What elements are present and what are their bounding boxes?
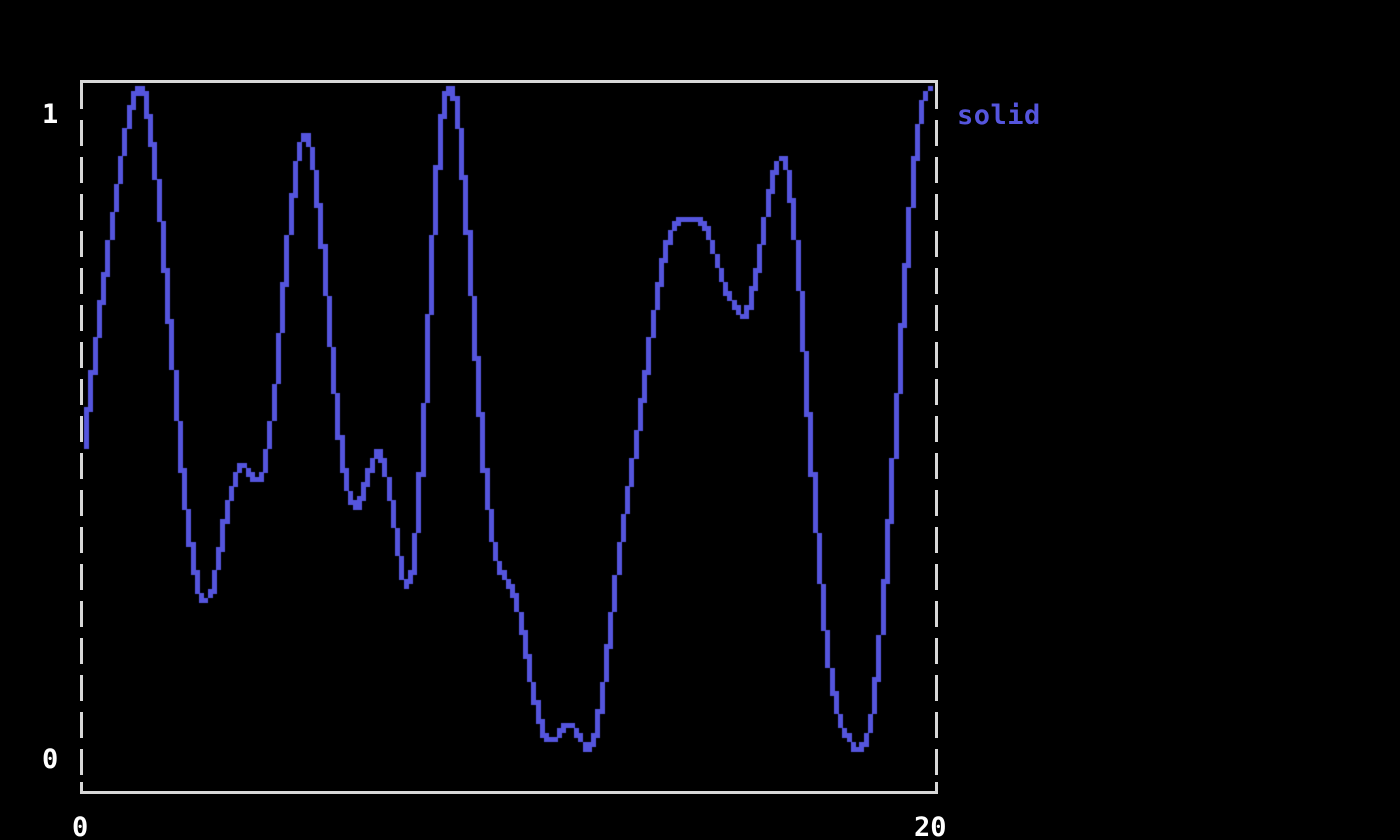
y-axis-max-tick-label: 1 xyxy=(42,99,59,130)
x-axis-max-tick-label: 20 xyxy=(914,812,947,840)
x-axis-min-tick-label: 0 xyxy=(72,812,89,840)
legend-entry-solid: solid xyxy=(957,100,1041,131)
y-axis-min-tick-label: 0 xyxy=(42,744,59,775)
